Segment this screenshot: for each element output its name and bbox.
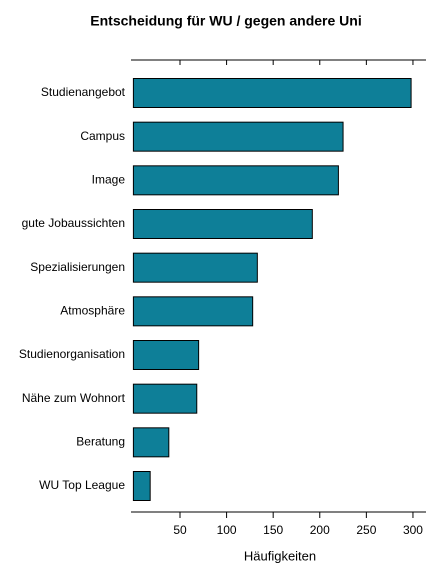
bar	[132, 209, 313, 239]
y-tick-label: Image	[92, 173, 126, 187]
y-tick-label: Studienangebot	[41, 85, 126, 99]
x-tick-label: 50	[173, 523, 187, 537]
x-tick-label: 150	[263, 523, 283, 537]
bar	[132, 383, 198, 414]
y-tick-label: Beratung	[76, 435, 125, 449]
bar	[132, 340, 200, 370]
x-tick-label: 300	[403, 523, 423, 537]
bar	[132, 427, 170, 458]
y-tick-label: WU Top League	[39, 478, 125, 492]
bar	[132, 252, 258, 283]
y-tick-label: Atmosphäre	[60, 304, 125, 318]
y-tick-label: gute Jobaussichten	[22, 216, 125, 230]
bar	[132, 471, 151, 501]
y-tick-label: Nähe zum Wohnort	[22, 391, 126, 405]
chart-title: Entscheidung für WU / gegen andere Uni	[90, 13, 361, 29]
x-tick-label: 250	[356, 523, 376, 537]
x-tick-label: 200	[310, 523, 330, 537]
x-tick-label: 100	[217, 523, 237, 537]
y-tick-label: Spezialisierungen	[30, 260, 125, 274]
y-tick-label: Studienorganisation	[19, 347, 125, 361]
y-tick-label: Campus	[80, 129, 125, 143]
bar	[132, 78, 412, 108]
bar	[132, 296, 254, 327]
bar	[132, 121, 344, 152]
bar	[132, 165, 339, 196]
x-axis-label: Häufigkeiten	[244, 548, 316, 563]
